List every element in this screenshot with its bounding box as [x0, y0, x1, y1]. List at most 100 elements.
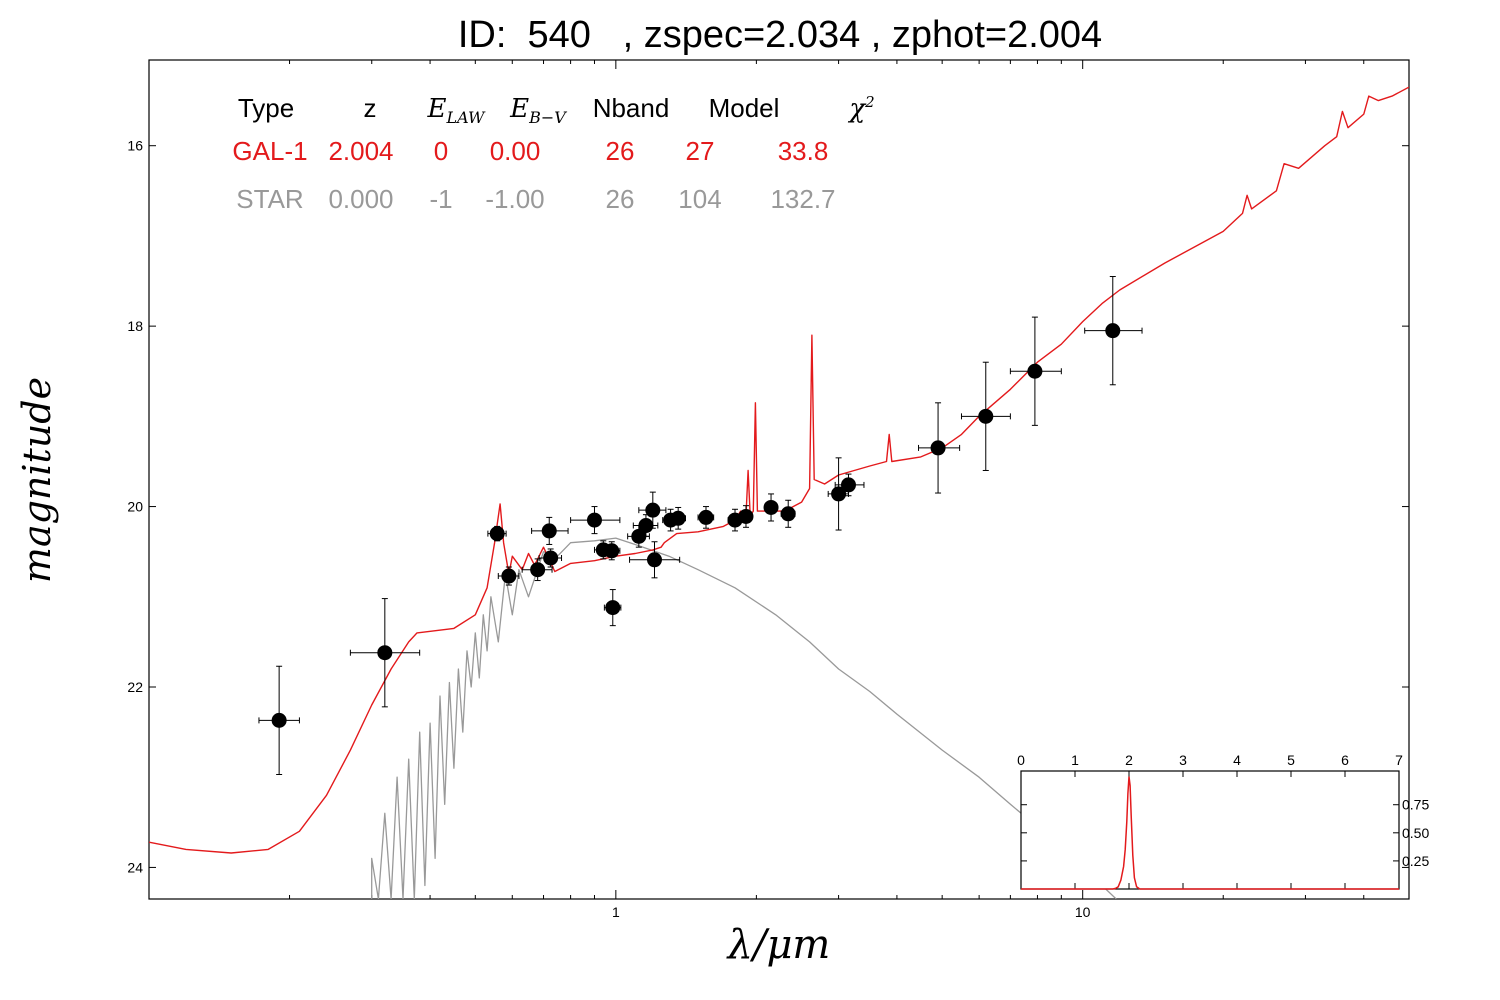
table-cell-chi2: 33.8	[778, 136, 829, 166]
photometry-marker	[631, 528, 647, 544]
table-header-z: z	[364, 93, 377, 123]
table-header-model: Model	[709, 93, 780, 123]
photometry-points	[258, 276, 1143, 776]
photometry-marker	[840, 477, 856, 493]
fit-summary-table: Type z ELAW EB−V Nband Model χ2 GAL-1 2.004 0 0.00…	[232, 93, 874, 214]
inset-x-tick-label: 2	[1125, 752, 1133, 768]
galaxy-model-curve	[149, 86, 1409, 854]
photometry-marker	[831, 486, 847, 502]
plot-border	[148, 59, 1410, 900]
redshift-pdf-curve	[1021, 776, 1399, 890]
photometry-marker	[541, 523, 557, 539]
photometry-point	[638, 491, 667, 529]
y-axis-label: magnitude	[15, 377, 59, 583]
inset-x-tick-label: 1	[1071, 752, 1079, 768]
photometry-point	[521, 558, 553, 582]
star-model-layer	[371, 537, 1117, 899]
table-cell-model: 27	[686, 136, 715, 166]
photometry-marker	[586, 512, 602, 528]
photometry-marker	[530, 562, 546, 578]
photometry-marker	[501, 568, 517, 584]
galaxy-model-layer	[149, 86, 1409, 854]
photometry-marker	[763, 499, 779, 515]
photometry-point	[1084, 276, 1143, 386]
photometry-point	[497, 566, 520, 586]
star-model-curve	[371, 537, 1117, 899]
inset-x-tick-label: 6	[1341, 752, 1349, 768]
inset-frame	[1020, 770, 1400, 890]
photometry-point	[487, 525, 507, 542]
inset-x-tick-label: 4	[1233, 752, 1241, 768]
axis-labels: λ/μm magnitude	[15, 377, 830, 968]
chart-title: ID: 540 , zspec=2.034 , zphot=2.004	[457, 14, 1103, 56]
photometry-point	[531, 516, 569, 545]
inset-x-tick-label: 0	[1017, 752, 1025, 768]
y-tick-label: 24	[127, 859, 143, 875]
photometry-point	[603, 589, 622, 627]
photometry-point	[834, 473, 865, 497]
photometry-point	[629, 541, 681, 579]
inset-x-tick-label: 5	[1287, 752, 1295, 768]
table-cell-type: STAR	[236, 184, 303, 214]
photometry-marker	[978, 408, 994, 424]
table-cell-chi2: 132.7	[770, 184, 835, 214]
photometry-marker	[1027, 363, 1043, 379]
photometry-marker	[646, 552, 662, 568]
table-cell-nband: 26	[606, 184, 635, 214]
photometry-marker	[604, 543, 620, 559]
photometry-point	[697, 506, 715, 529]
table-header-elaw: ELAW	[427, 94, 487, 127]
photometry-marker	[738, 508, 754, 524]
redshift-pdf-inset: 0 1 2 3 4 5 6 7 0.25 0.50 0.75	[1017, 752, 1429, 890]
photometry-marker	[670, 510, 686, 526]
inset-x-tick-label: 3	[1179, 752, 1187, 768]
photometry-point	[780, 499, 796, 528]
inset-y-tick-label: 0.50	[1402, 825, 1429, 841]
photometry-point	[918, 402, 961, 494]
table-cell-ebv: 0.00	[490, 136, 541, 166]
photometry-marker	[605, 600, 621, 616]
photometry-marker	[377, 645, 393, 661]
table-cell-type: GAL-1	[232, 136, 307, 166]
photometry-point	[763, 493, 779, 522]
photometry-marker	[543, 550, 559, 566]
photometry-marker	[930, 440, 946, 456]
table-cell-elaw: -1	[429, 184, 452, 214]
photometry-point	[738, 505, 754, 528]
y-tick-label: 22	[127, 679, 143, 695]
table-header-type: Type	[238, 93, 294, 123]
inset-y-tick-label: 0.75	[1402, 797, 1429, 813]
table-cell-elaw: 0	[434, 136, 448, 166]
photometry-marker	[1105, 323, 1121, 339]
y-tick-label: 20	[127, 499, 143, 515]
photometry-point	[960, 361, 1011, 471]
photometry-marker	[698, 509, 714, 525]
photometry-point	[258, 665, 300, 776]
table-cell-nband: 26	[606, 136, 635, 166]
photometry-marker	[638, 518, 654, 534]
inset-y-tick-label: 0.25	[1402, 853, 1429, 869]
photometry-marker	[489, 526, 505, 542]
photometry-point	[670, 506, 687, 530]
inset-x-tick-label: 7	[1395, 752, 1403, 768]
x-tick-label: 10	[1075, 904, 1091, 920]
photometry-point	[538, 548, 563, 568]
table-cell-ebv: -1.00	[485, 184, 544, 214]
table-cell-model: 104	[678, 184, 721, 214]
x-tick-label: 1	[612, 904, 620, 920]
photometry-point	[602, 541, 621, 561]
table-cell-z: 2.004	[328, 136, 393, 166]
x-axis-label: λ/μm	[726, 922, 831, 968]
photometry-point	[827, 457, 849, 531]
photometry-marker	[645, 502, 661, 518]
y-tick-label: 16	[127, 138, 143, 154]
photometry-marker	[271, 712, 287, 728]
table-cell-z: 0.000	[328, 184, 393, 214]
main-plot-frame	[148, 59, 1410, 900]
table-header-chi2: χ2	[847, 93, 874, 124]
table-header-nband: Nband	[593, 93, 670, 123]
y-tick-label: 18	[127, 318, 143, 334]
table-header-ebv: EB−V	[509, 94, 567, 127]
